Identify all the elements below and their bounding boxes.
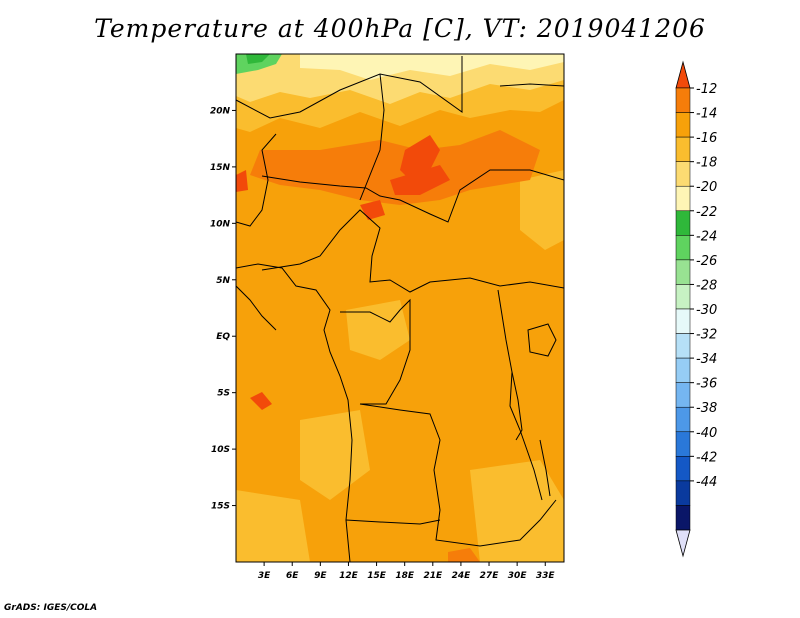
colorbar-label: -14 [696, 107, 717, 122]
lat-tick-label: 5S [217, 389, 230, 399]
border-north-2 [359, 73, 385, 201]
field-hot-spot-2 [390, 165, 450, 195]
colorbar-swatch [675, 308, 691, 334]
colorbar-swatch [675, 60, 691, 89]
lon-tick-label: 27E [480, 571, 500, 581]
lon-tick-label: 9E [314, 571, 327, 581]
lat-tick-label: 10S [211, 445, 230, 455]
lon-tick-label: 15E [367, 571, 387, 581]
colorbar-swatch [675, 357, 691, 383]
colorbar-swatch [675, 505, 691, 531]
colorbar-swatch [675, 382, 691, 408]
field-patch-southwest [236, 490, 310, 562]
colorbar-swatch [675, 529, 691, 558]
colorbar-label: -18 [696, 156, 717, 171]
lon-tick-label: 12E [339, 571, 359, 581]
colorbar-swatch [675, 112, 691, 138]
lat-tick-label: 15N [210, 163, 231, 173]
lake-victoria [527, 323, 557, 357]
field-patch-centre [346, 300, 410, 360]
border-southwest [345, 519, 441, 525]
colorbar-label: -22 [696, 205, 717, 220]
colorbar-swatch [675, 456, 691, 482]
field-band-north-pale [300, 54, 564, 80]
colorbar-label: -34 [696, 352, 717, 367]
border-congo [340, 298, 411, 405]
field-patch-southeast [470, 460, 564, 562]
lon-tick-label: 30E [508, 571, 528, 581]
coastline-west [236, 263, 353, 562]
colorbar: -12 -14 -16 -18 -20 -22 -24 -26 -28 -30 -32 -34 -36 -… [675, 60, 717, 558]
colorbar-label: -36 [696, 377, 717, 392]
field-patch-east [520, 170, 564, 250]
lat-tick-label: 20N [210, 106, 231, 116]
field-warm-north-central [250, 130, 540, 205]
colorbar-swatch [675, 333, 691, 359]
colorbar-label: -20 [696, 180, 717, 195]
country-borders [236, 56, 564, 562]
field-band-north-green-dark [246, 54, 270, 64]
lake-malawi [539, 439, 551, 497]
field-patch-south [300, 410, 370, 500]
lon-tick-label: 33E [536, 571, 556, 581]
lake-tanganyika [511, 371, 523, 441]
colorbar-swatch [675, 480, 691, 506]
temperature-field [236, 54, 564, 562]
lon-tick-label: 18E [395, 571, 415, 581]
lon-tick-label: 21E [423, 571, 443, 581]
colorbar-label: -44 [696, 475, 717, 490]
colorbar-label: -40 [696, 426, 717, 441]
colorbar-swatch [675, 431, 691, 457]
colorbar-swatch [675, 284, 691, 310]
border-gulf [236, 133, 277, 227]
border-ethiopia [499, 83, 564, 87]
grads-credit: GrADS: IGES/COLA [4, 603, 98, 613]
border-north [236, 56, 463, 119]
lat-tick-label: 5N [216, 276, 230, 286]
colorbar-swatch [675, 259, 691, 285]
border-west-strip [236, 285, 277, 331]
lon-tick-label: 6E [286, 571, 299, 581]
map-title: Temperature at 400hPa [C], VT: 201904120… [94, 14, 706, 43]
colorbar-label: -30 [696, 303, 717, 318]
lon-tick-label: 24E [452, 571, 472, 581]
colorbar-label: -32 [696, 328, 717, 343]
colorbar-label: -26 [696, 254, 717, 269]
colorbar-label: -24 [696, 229, 717, 244]
lon-tick-label: 3E [258, 571, 271, 581]
border-south [359, 403, 557, 547]
longitude-axis: 3E 6E 9E 12E 15E 18E 21E 24E 27E 30E 33E [258, 562, 556, 581]
colorbar-label: -28 [696, 278, 717, 293]
colorbar-swatch [675, 185, 691, 212]
field-hot-spot-6 [448, 548, 480, 562]
colorbar-swatch [675, 210, 691, 236]
lat-tick-label: EQ [216, 332, 230, 342]
border-sahel [261, 169, 564, 223]
colorbar-label: -42 [696, 450, 717, 465]
colorbar-swatch [675, 235, 691, 261]
colorbar-label: -38 [696, 401, 717, 416]
colorbar-label: -12 [696, 82, 717, 97]
lat-tick-label: 10N [210, 219, 231, 229]
lat-tick-label: 15S [211, 502, 230, 512]
colorbar-label: -16 [696, 131, 717, 146]
map-frame [235, 53, 565, 563]
latitude-axis: 20N 15N 10N 5N EQ 5S 10S 15S [210, 106, 236, 512]
border-east [497, 289, 543, 501]
field-hot-spot-4 [250, 392, 272, 410]
colorbar-swatch [675, 87, 691, 113]
colorbar-swatch [675, 406, 691, 433]
colorbar-swatch [675, 161, 691, 187]
field-hot-spot-5 [236, 170, 248, 192]
border-central [261, 209, 564, 293]
colorbar-swatch [675, 136, 691, 162]
